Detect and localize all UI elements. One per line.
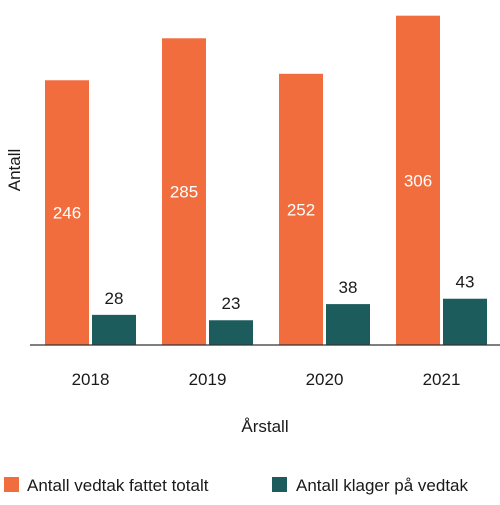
bar-series2-2018	[92, 314, 136, 345]
data-label-series2-2019: 23	[222, 294, 241, 313]
x-tick-labels: 2018 2019 2020 2021	[72, 370, 461, 389]
legend-label-series1: Antall vedtak fattet totalt	[27, 476, 209, 495]
legend-label-series2: Antall klager på vedtak	[296, 476, 468, 495]
x-tick-label-2018: 2018	[72, 370, 110, 389]
bar-series1-2018	[45, 80, 89, 345]
data-label-series1-2021: 306	[404, 171, 432, 190]
bars-group: 246 28 285 23 252 38 306 43	[45, 15, 487, 346]
bar-series1-2020	[279, 73, 323, 346]
bar-series2-2021	[443, 298, 487, 345]
legend-swatch-series1	[4, 477, 19, 492]
legend-swatch-series2	[272, 477, 287, 492]
x-tick-label-2020: 2020	[306, 370, 344, 389]
bar-series1-2021	[396, 15, 440, 346]
x-axis-title: Årstall	[241, 417, 288, 436]
bar-series2-2019	[209, 320, 253, 345]
x-tick-label-2019: 2019	[189, 370, 227, 389]
y-axis-title: Antall	[5, 149, 24, 192]
data-label-series1-2018: 246	[53, 204, 81, 223]
bar-series1-2019	[162, 38, 206, 346]
bar-series2-2020	[326, 304, 370, 345]
x-tick-label-2021: 2021	[423, 370, 461, 389]
legend: Antall vedtak fattet totalt Antall klager…	[4, 476, 468, 495]
data-label-series2-2018: 28	[105, 289, 124, 308]
data-label-series2-2021: 43	[456, 273, 475, 292]
data-label-series1-2019: 285	[170, 183, 198, 202]
data-label-series2-2020: 38	[339, 278, 358, 297]
data-label-series1-2020: 252	[287, 200, 315, 219]
